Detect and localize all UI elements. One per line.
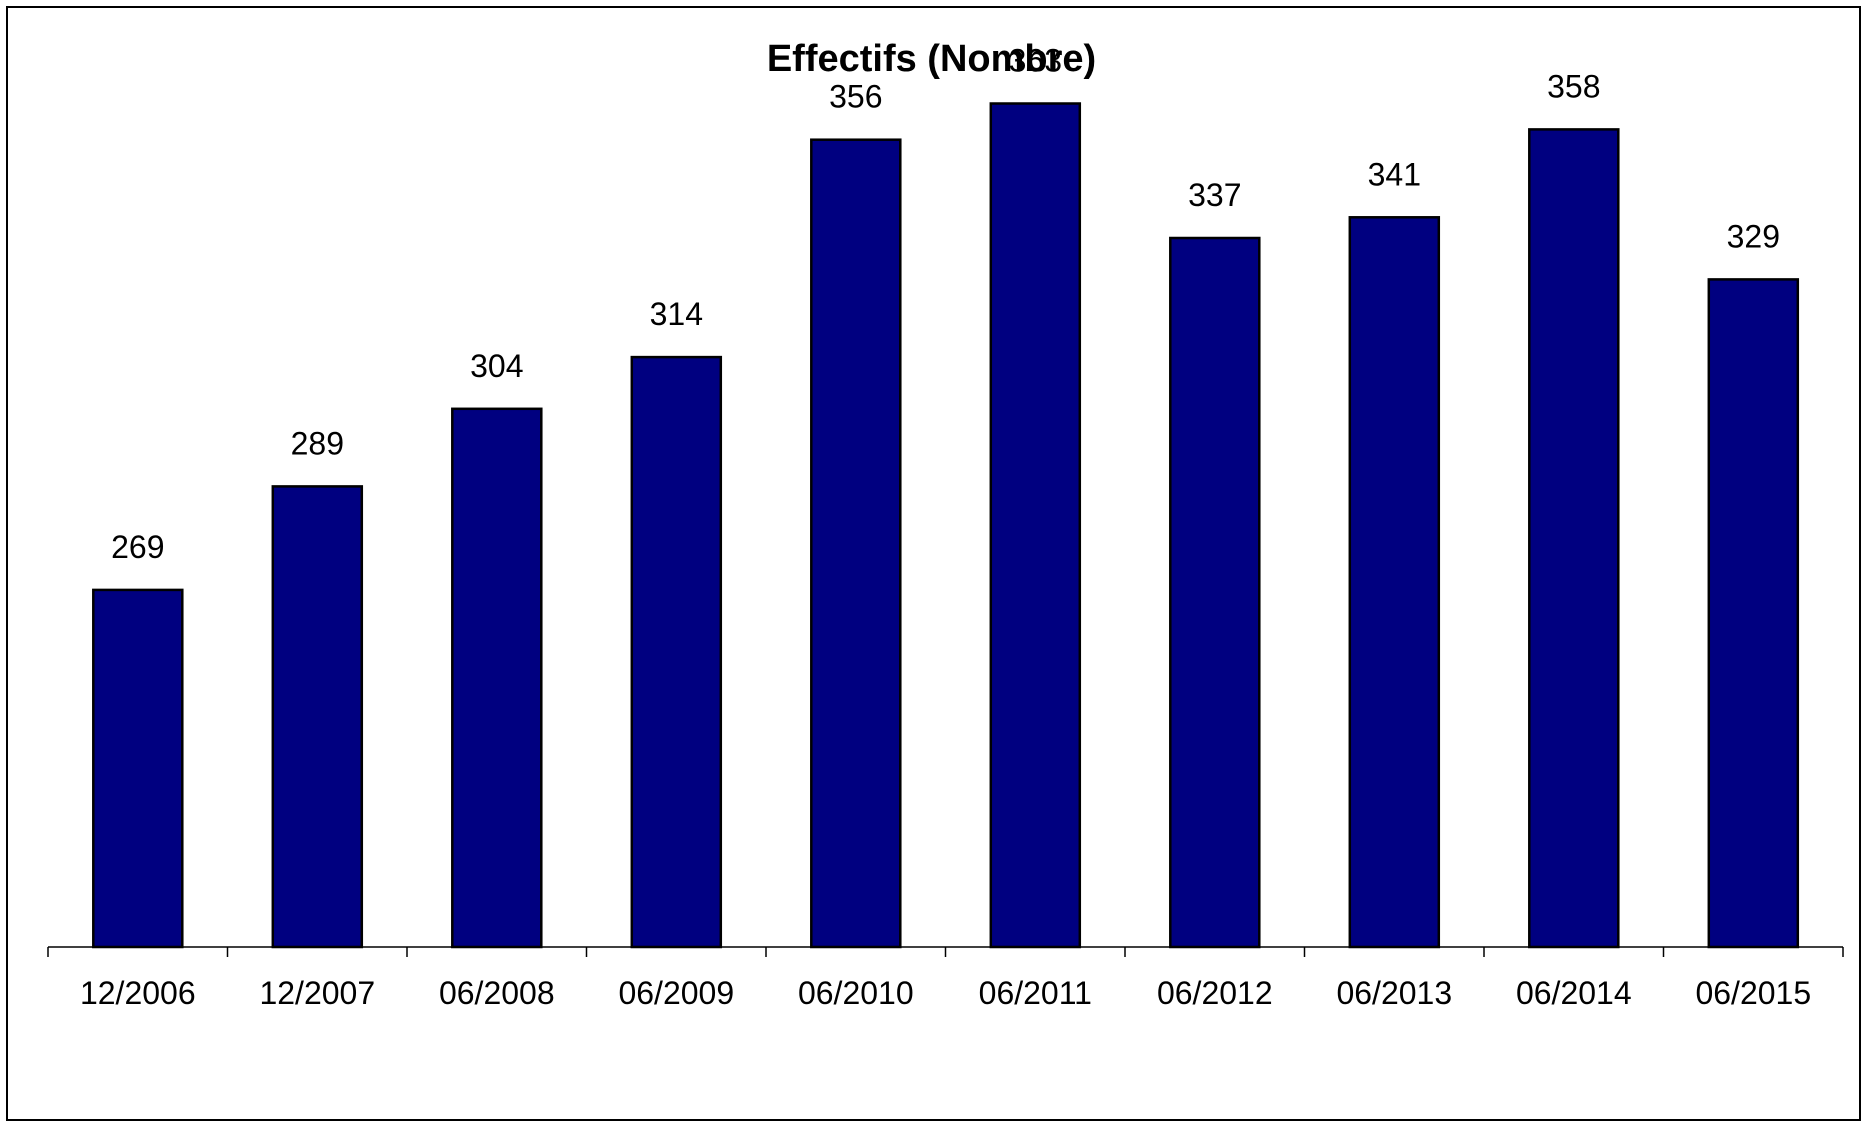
data-label: 358 bbox=[1547, 68, 1600, 104]
x-tick-label: 06/2009 bbox=[618, 975, 734, 1011]
x-tick-label: 12/2007 bbox=[259, 975, 375, 1011]
x-tick-label: 06/2010 bbox=[798, 975, 914, 1011]
data-label: 341 bbox=[1368, 156, 1421, 192]
bar-06-2012 bbox=[1169, 236, 1261, 949]
bar-06-2011 bbox=[989, 102, 1082, 949]
bar-06-2009 bbox=[630, 355, 723, 949]
x-tick-label: 06/2008 bbox=[439, 975, 555, 1011]
data-label: 289 bbox=[291, 425, 344, 461]
data-label: 363 bbox=[1009, 43, 1062, 79]
data-label: 356 bbox=[829, 79, 882, 115]
x-tick-label: 06/2013 bbox=[1336, 975, 1452, 1011]
bar-06-2008 bbox=[451, 407, 543, 949]
bar-06-2010 bbox=[810, 138, 902, 949]
bar-06-2015 bbox=[1707, 278, 1800, 949]
x-tick-label: 06/2015 bbox=[1695, 975, 1811, 1011]
data-label: 329 bbox=[1727, 218, 1780, 254]
x-tick-label: 12/2006 bbox=[80, 975, 196, 1011]
bar-06-2013 bbox=[1348, 216, 1441, 949]
data-label: 337 bbox=[1188, 177, 1241, 213]
data-label: 304 bbox=[470, 348, 523, 384]
bar-12-2007 bbox=[271, 485, 364, 949]
chart-title: Effectifs (Nombre) bbox=[766, 38, 1097, 80]
data-label: 314 bbox=[650, 296, 703, 332]
bar-06-2014 bbox=[1528, 128, 1620, 949]
x-tick-label: 06/2012 bbox=[1157, 975, 1273, 1011]
data-label: 269 bbox=[111, 529, 164, 565]
x-tick-label: 06/2014 bbox=[1516, 975, 1632, 1011]
x-tick-label: 06/2011 bbox=[979, 975, 1092, 1011]
bar-12-2006 bbox=[92, 588, 184, 949]
